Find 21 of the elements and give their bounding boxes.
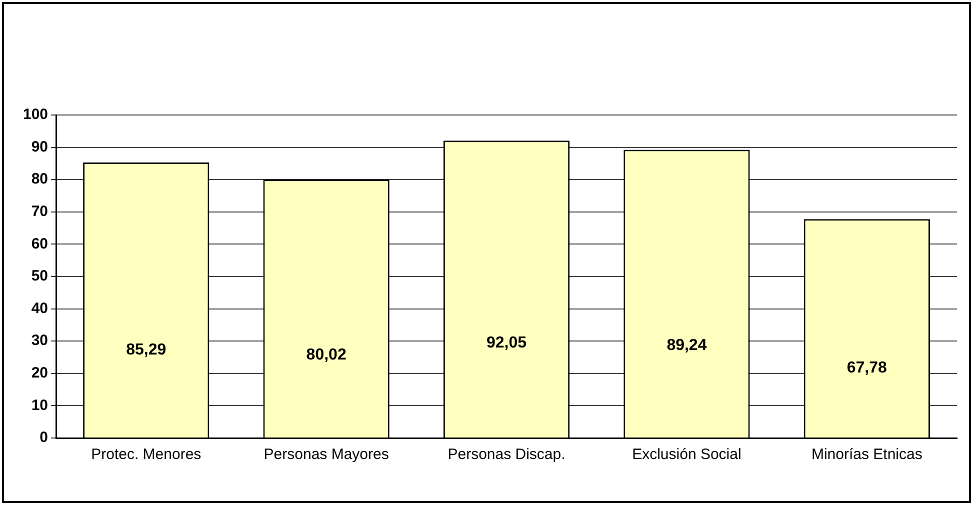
x-tick-label: Personas Discap.: [448, 446, 566, 464]
data-label: 67,78: [846, 359, 888, 376]
y-tick-label: 60: [31, 235, 48, 252]
y-tick-label: 90: [31, 138, 48, 156]
data-label: 89,24: [666, 337, 707, 354]
data-label: 80,02: [306, 346, 346, 364]
x-tick-label: Personas Mayores: [264, 446, 389, 464]
y-tick-label: 70: [31, 203, 48, 220]
y-tick-label: 20: [31, 364, 48, 382]
y-tick-label: 10: [31, 396, 48, 414]
y-tick-label: 30: [31, 332, 48, 350]
data-label: 85,29: [126, 341, 166, 358]
y-tick-label: 40: [31, 300, 48, 317]
y-tick-label: 0: [40, 429, 48, 446]
y-tick-label: 100: [22, 106, 48, 124]
y-tick-label: 80: [31, 170, 48, 188]
x-tick-label: Exclusión Social: [632, 446, 742, 464]
y-tick-label: 50: [31, 268, 48, 285]
data-label: 92,05: [486, 334, 527, 352]
x-tick-label: Minorías Etnicas: [811, 446, 922, 464]
x-tick-label: Protec. Menores: [91, 446, 202, 464]
